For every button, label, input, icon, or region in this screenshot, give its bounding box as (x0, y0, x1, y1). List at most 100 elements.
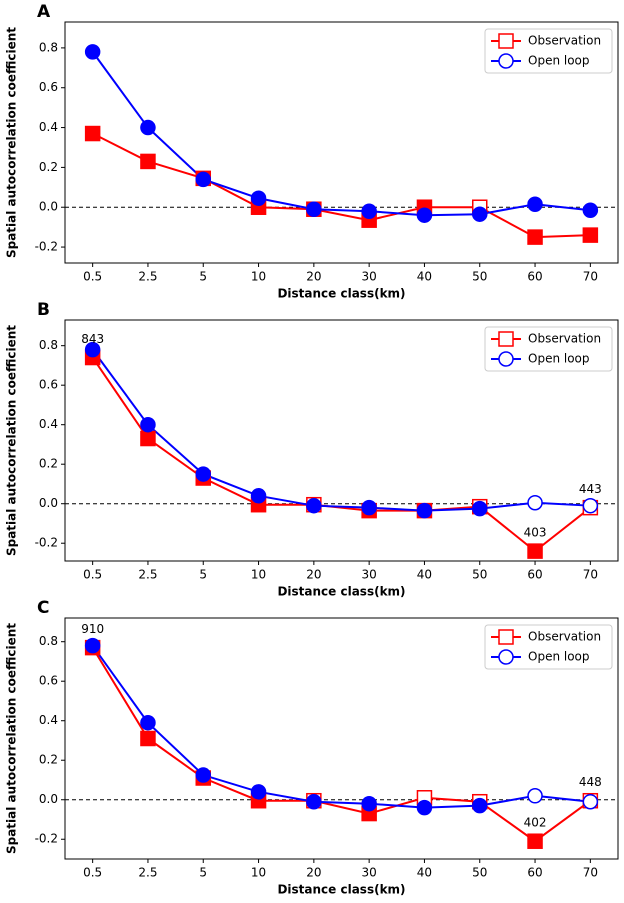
x-axis-label: Distance class(km) (277, 287, 405, 301)
marker (472, 797, 488, 814)
x-tick-label: 70 (583, 568, 598, 582)
x-tick-label: 30 (362, 866, 377, 880)
marker (416, 799, 433, 816)
y-axis-label: Spatial autocorrelation coefficient (5, 623, 19, 854)
x-tick-label: 10 (251, 270, 266, 284)
x-tick-label: 20 (306, 866, 321, 880)
x-tick-label: 60 (527, 270, 542, 284)
marker (472, 500, 488, 517)
legend-label: Observation (528, 34, 601, 48)
legend-label: Observation (528, 332, 601, 346)
x-tick-label: 5 (199, 866, 207, 880)
marker (527, 494, 543, 511)
marker (140, 430, 156, 447)
marker (361, 499, 377, 516)
marker (498, 629, 514, 645)
marker (498, 351, 514, 367)
legend-label: Observation (528, 630, 601, 644)
x-tick-label: 30 (362, 568, 377, 582)
annotation: 843 (81, 332, 104, 346)
marker (416, 502, 433, 519)
y-tick-label: 0.8 (39, 338, 58, 352)
x-tick-label: 5 (199, 568, 207, 582)
plot-frame (64, 617, 619, 860)
y-tick-label: -0.2 (35, 832, 58, 846)
x-tick-label: 70 (583, 270, 598, 284)
annotation: 910 (81, 622, 104, 636)
marker (250, 190, 267, 207)
marker (582, 227, 599, 243)
series-line (91, 349, 591, 512)
marker (527, 833, 543, 849)
x-tick-label: 0.5 (83, 568, 102, 582)
marker (472, 206, 488, 222)
marker (140, 730, 156, 747)
x-tick-label: 10 (251, 866, 266, 880)
y-tick-label: -0.2 (35, 536, 58, 550)
y-axis-label: Spatial autocorrelation coefficient (5, 27, 19, 258)
y-tick-label: 0.4 (39, 417, 58, 431)
y-tick-label: -0.2 (35, 240, 58, 254)
x-tick-label: 20 (306, 568, 321, 582)
y-tick-label: 0.0 (39, 496, 58, 510)
x-tick-label: 70 (583, 866, 598, 880)
marker (84, 341, 101, 358)
x-tick-label: 50 (472, 568, 487, 582)
annotation: 443 (579, 482, 602, 496)
y-tick-label: 0.6 (39, 674, 58, 688)
y-tick-label: 0.0 (39, 200, 58, 214)
x-tick-label: 60 (527, 568, 542, 582)
marker (140, 714, 156, 731)
marker (498, 649, 514, 665)
x-tick-label: 2.5 (138, 270, 157, 284)
annotation: 403 (524, 526, 547, 540)
marker (195, 171, 211, 188)
x-tick-label: 60 (527, 866, 542, 880)
marker (582, 793, 599, 810)
y-tick-label: 0.2 (39, 160, 58, 174)
marker (527, 788, 543, 804)
series-line (91, 645, 591, 809)
legend-label: Open loop (528, 54, 590, 68)
x-tick-label: 5 (199, 270, 207, 284)
marker (582, 497, 599, 514)
marker (416, 207, 433, 223)
y-tick-label: 0.8 (39, 634, 58, 648)
panel-label: C (37, 598, 49, 618)
marker (582, 202, 599, 218)
x-tick-label: 20 (306, 270, 321, 284)
marker (361, 795, 377, 812)
plot-frame (64, 319, 619, 562)
marker (195, 767, 211, 783)
marker (84, 44, 101, 60)
marker (498, 33, 514, 49)
panel-label: B (37, 300, 50, 320)
x-tick-label: 50 (472, 270, 487, 284)
marker (84, 125, 101, 142)
annotation: 448 (579, 775, 602, 789)
y-tick-label: 0.2 (39, 457, 58, 471)
x-tick-label: 50 (472, 866, 487, 880)
panel: B -0.2 0.0 0.2 0.4 0.6 0.8 0.5 2.5 5 10 20 30 40 50 60 7… (5, 300, 619, 599)
marker (250, 784, 267, 800)
marker (140, 119, 156, 136)
plot-frame (64, 21, 619, 264)
x-tick-label: 0.5 (83, 866, 102, 880)
panel-label: A (37, 2, 51, 22)
x-tick-label: 2.5 (138, 866, 157, 880)
x-tick-label: 0.5 (83, 270, 102, 284)
y-tick-label: 0.4 (39, 120, 58, 134)
marker (306, 793, 322, 810)
x-axis-label: Distance class(km) (277, 585, 405, 599)
y-tick-label: 0.6 (39, 378, 58, 392)
marker (527, 196, 543, 212)
legend-label: Open loop (528, 650, 590, 664)
x-tick-label: 40 (417, 866, 432, 880)
x-tick-label: 40 (417, 270, 432, 284)
x-tick-label: 10 (251, 568, 266, 582)
y-tick-label: 0.4 (39, 713, 58, 727)
marker (250, 488, 267, 504)
panel: A -0.2 0.0 0.2 0.4 0.6 0.8 0.5 2.5 5 10 20 30 40 50 60 7… (5, 2, 619, 301)
marker (195, 466, 211, 482)
